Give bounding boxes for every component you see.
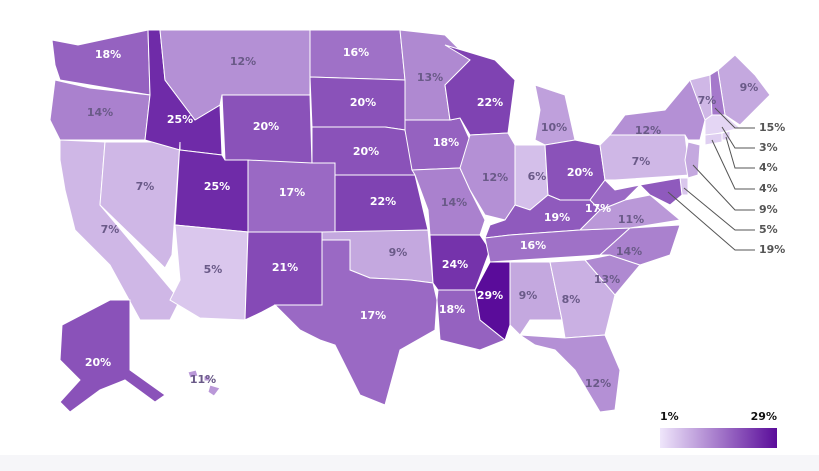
region-label: 25% (204, 180, 230, 193)
callout-label: 4% (759, 161, 778, 174)
region-label: 7% (698, 94, 717, 107)
region-label: 16% (343, 46, 369, 59)
region-label: 13% (417, 71, 443, 84)
region-label: 12% (482, 171, 508, 184)
callout-line (711, 139, 755, 190)
region (273, 239, 438, 406)
region-label: 29% (477, 289, 503, 302)
region (51, 29, 151, 96)
callout-line (721, 126, 755, 149)
region-label: 17% (279, 186, 305, 199)
region-label: 11% (190, 373, 216, 386)
legend-bar (660, 428, 777, 448)
footer-strip (0, 455, 819, 471)
region (59, 299, 166, 413)
region-label: 22% (477, 96, 503, 109)
region-label: 20% (253, 120, 279, 133)
callout-label: 3% (759, 141, 778, 154)
callout-line (692, 164, 755, 211)
region-label: 12% (635, 124, 661, 137)
region-label: 22% (370, 195, 396, 208)
region-label: 21% (272, 261, 298, 274)
region-label: 19% (544, 211, 570, 224)
region-label: 7% (101, 223, 120, 236)
region-label: 10% (541, 121, 567, 134)
region-label: 18% (433, 136, 459, 149)
callout-line (667, 191, 755, 251)
region-label: 18% (439, 303, 465, 316)
region-label: 7% (632, 155, 651, 168)
region-label: 7% (136, 180, 155, 193)
region-label: 17% (585, 202, 611, 215)
region-label: 9% (389, 246, 408, 259)
region-label: 12% (230, 55, 256, 68)
callout-label: 15% (759, 121, 785, 134)
region (518, 334, 621, 413)
region-label: 11% (618, 213, 644, 226)
region-label: 18% (95, 48, 121, 61)
regions (49, 29, 771, 413)
callout-line (725, 136, 755, 169)
region-label: 5% (204, 263, 223, 276)
region (638, 177, 683, 206)
region-label: 20% (353, 145, 379, 158)
labels: 18% 14% 7% 7% 25% 12% 20% 25% 5% 17% 21% 16% 20% 20% 2… (85, 46, 786, 390)
region-label: 8% (562, 293, 581, 306)
region-label: 24% (442, 258, 468, 271)
callout-label: 9% (759, 203, 778, 216)
callout-label: 19% (759, 243, 785, 256)
region (684, 141, 701, 179)
region-label: 20% (567, 166, 593, 179)
region-label: 9% (519, 289, 538, 302)
region-label: 12% (585, 377, 611, 390)
callout-line (683, 187, 755, 231)
region-label: 14% (87, 106, 113, 119)
legend-tick-label: 29% (751, 410, 777, 423)
callout-label: 5% (759, 223, 778, 236)
region (704, 132, 723, 146)
region-label: 13% (594, 273, 620, 286)
region-label: 9% (740, 81, 759, 94)
region-label: 14% (616, 245, 642, 258)
region-label: 14% (441, 196, 467, 209)
callout-label: 4% (759, 182, 778, 195)
region-label: 25% (167, 113, 193, 126)
region-label: 20% (85, 356, 111, 369)
legend-tick-label: 1% (660, 410, 679, 423)
region-label: 16% (520, 239, 546, 252)
region (187, 369, 221, 397)
region-label: 20% (350, 96, 376, 109)
region (534, 84, 576, 146)
region-label: 17% (360, 309, 386, 322)
region-label: 6% (528, 170, 547, 183)
callout-line (714, 107, 755, 129)
region (444, 44, 516, 136)
